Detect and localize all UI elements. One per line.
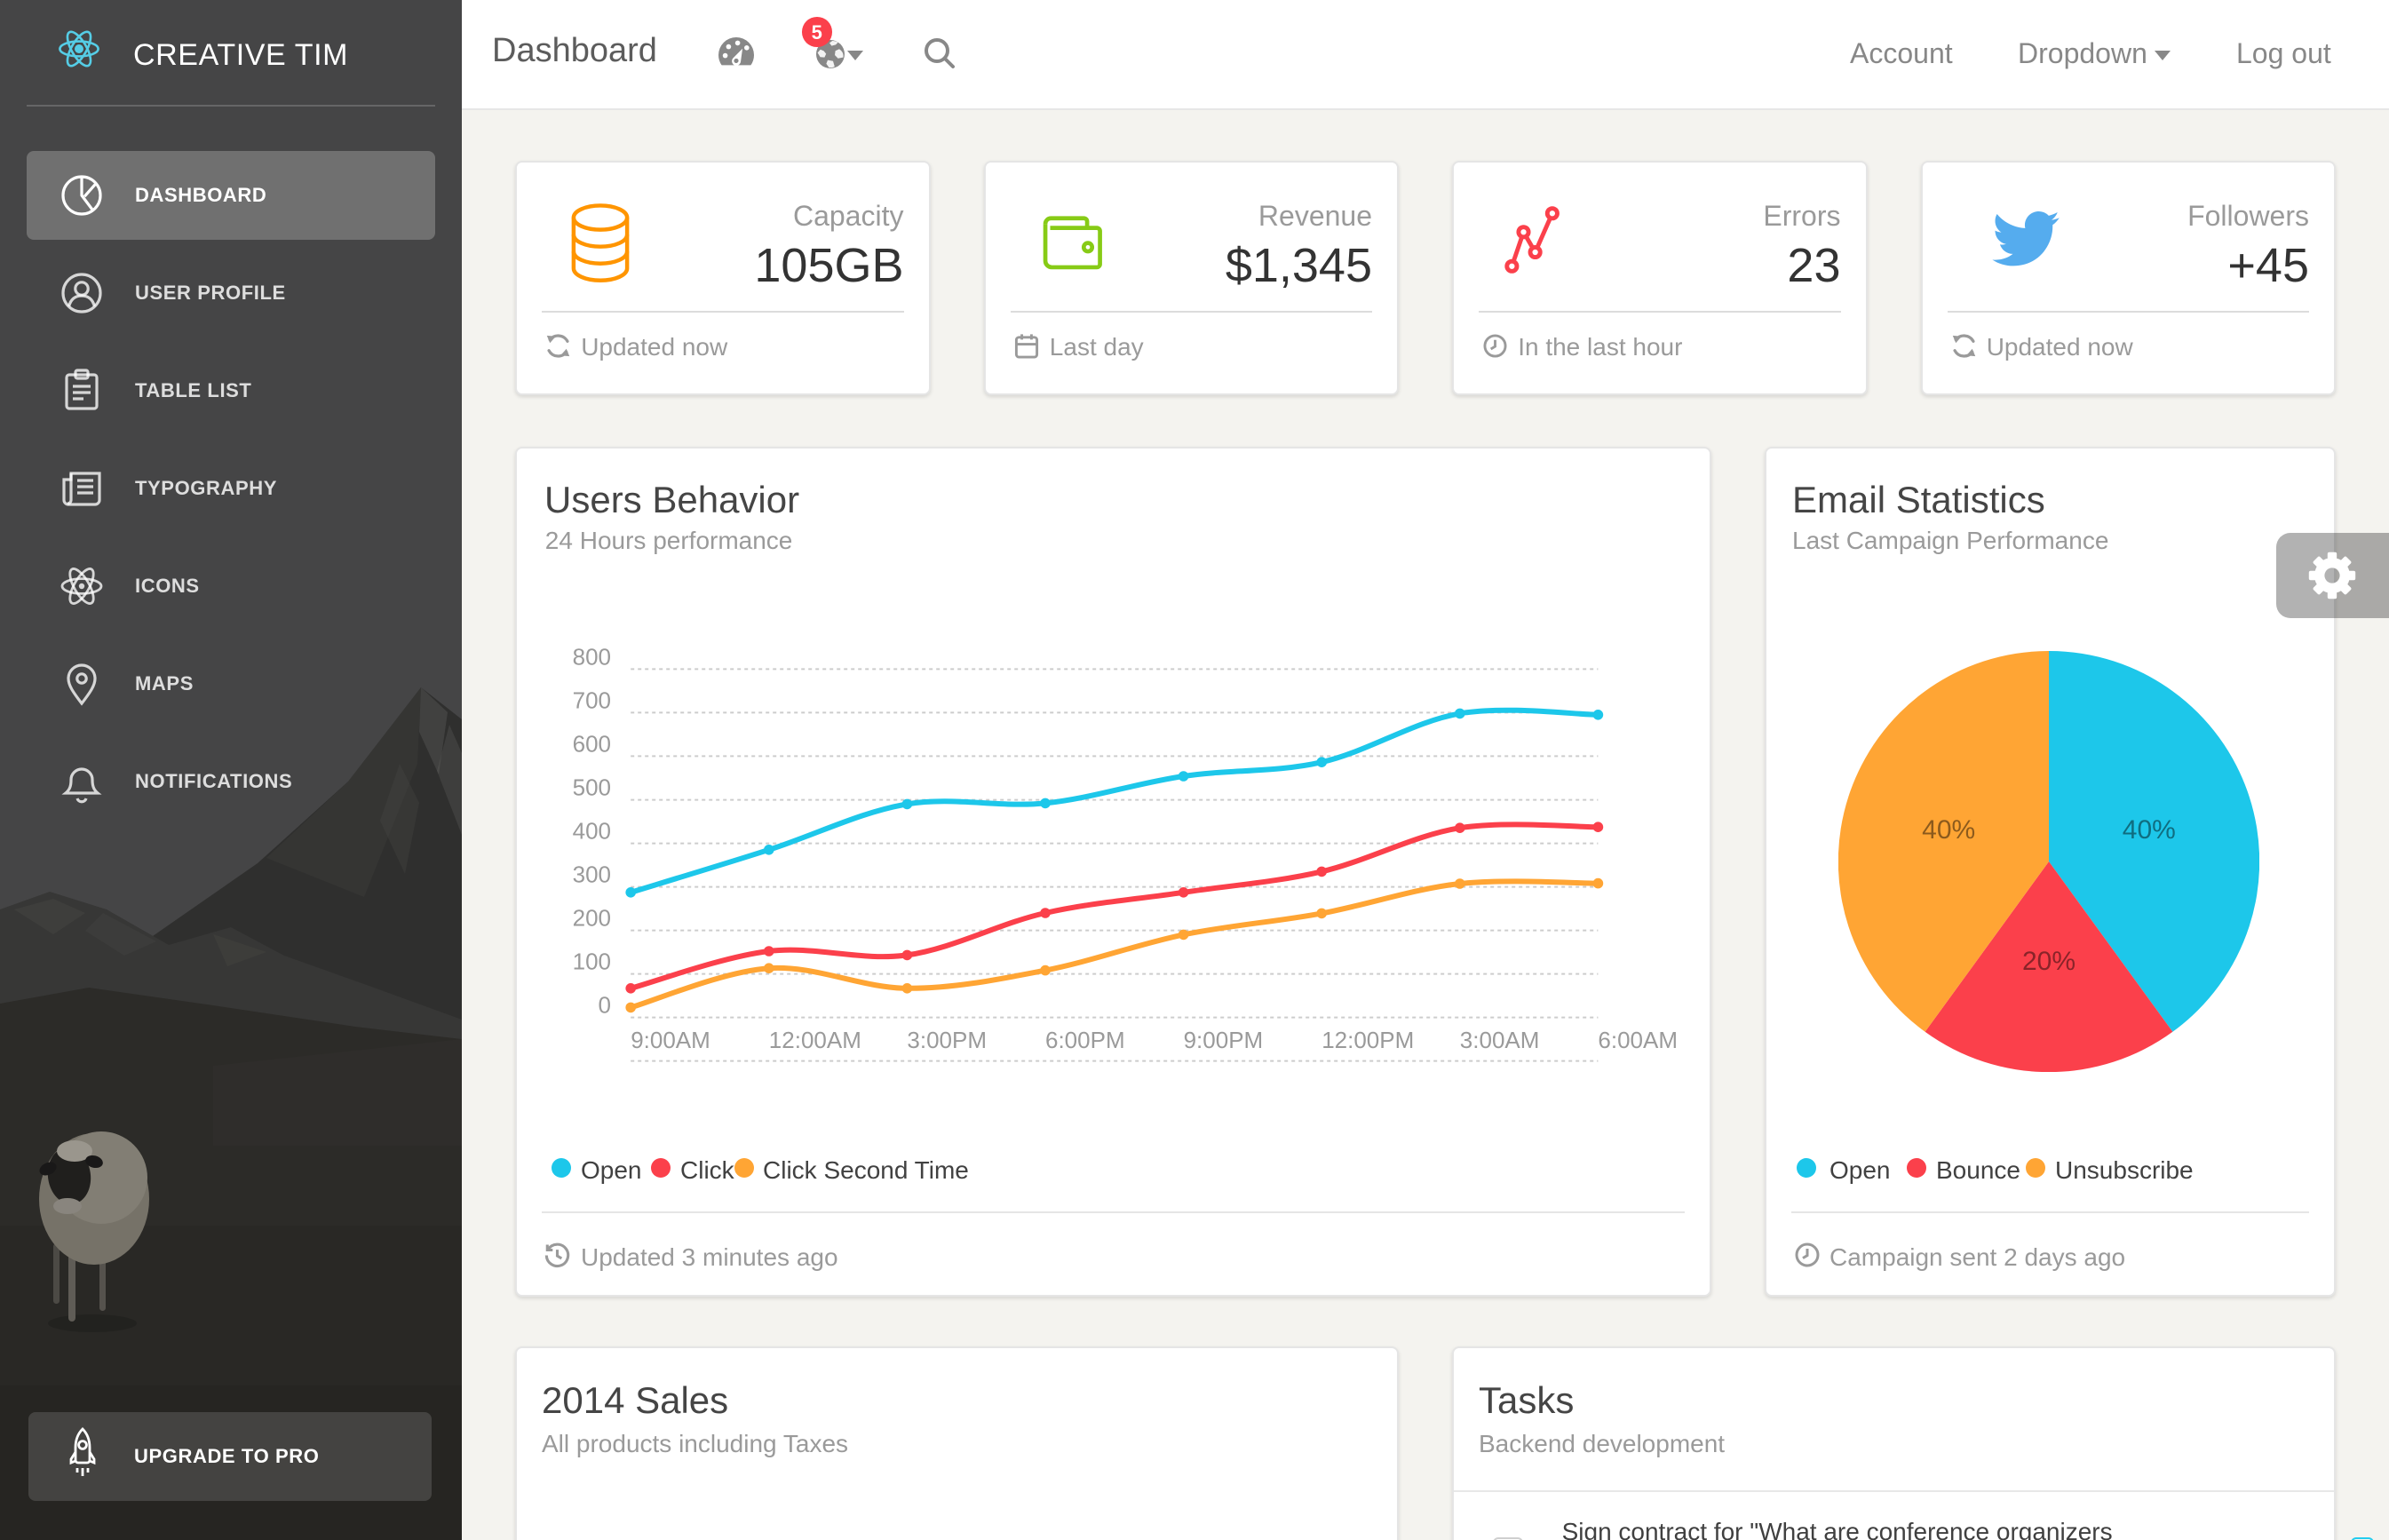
svg-text:9:00AM: 9:00AM (631, 1027, 710, 1053)
svg-text:100: 100 (573, 948, 611, 974)
svg-text:6:00AM: 6:00AM (1598, 1027, 1678, 1053)
svg-text:20%: 20% (2022, 947, 2075, 976)
svg-text:40%: 40% (1922, 815, 1975, 845)
svg-text:400: 400 (573, 817, 611, 844)
svg-text:800: 800 (573, 643, 611, 670)
svg-text:700: 700 (573, 687, 611, 713)
svg-text:12:00AM: 12:00AM (769, 1027, 861, 1053)
svg-text:200: 200 (573, 904, 611, 931)
svg-text:300: 300 (573, 861, 611, 887)
svg-text:40%: 40% (2123, 815, 2176, 845)
svg-text:9:00PM: 9:00PM (1184, 1027, 1264, 1053)
svg-text:0: 0 (599, 991, 611, 1018)
svg-text:3:00AM: 3:00AM (1460, 1027, 1540, 1053)
svg-text:12:00PM: 12:00PM (1321, 1027, 1414, 1053)
svg-text:500: 500 (573, 774, 611, 800)
svg-text:600: 600 (573, 730, 611, 757)
svg-text:3:00PM: 3:00PM (907, 1027, 987, 1053)
svg-text:6:00PM: 6:00PM (1045, 1027, 1125, 1053)
